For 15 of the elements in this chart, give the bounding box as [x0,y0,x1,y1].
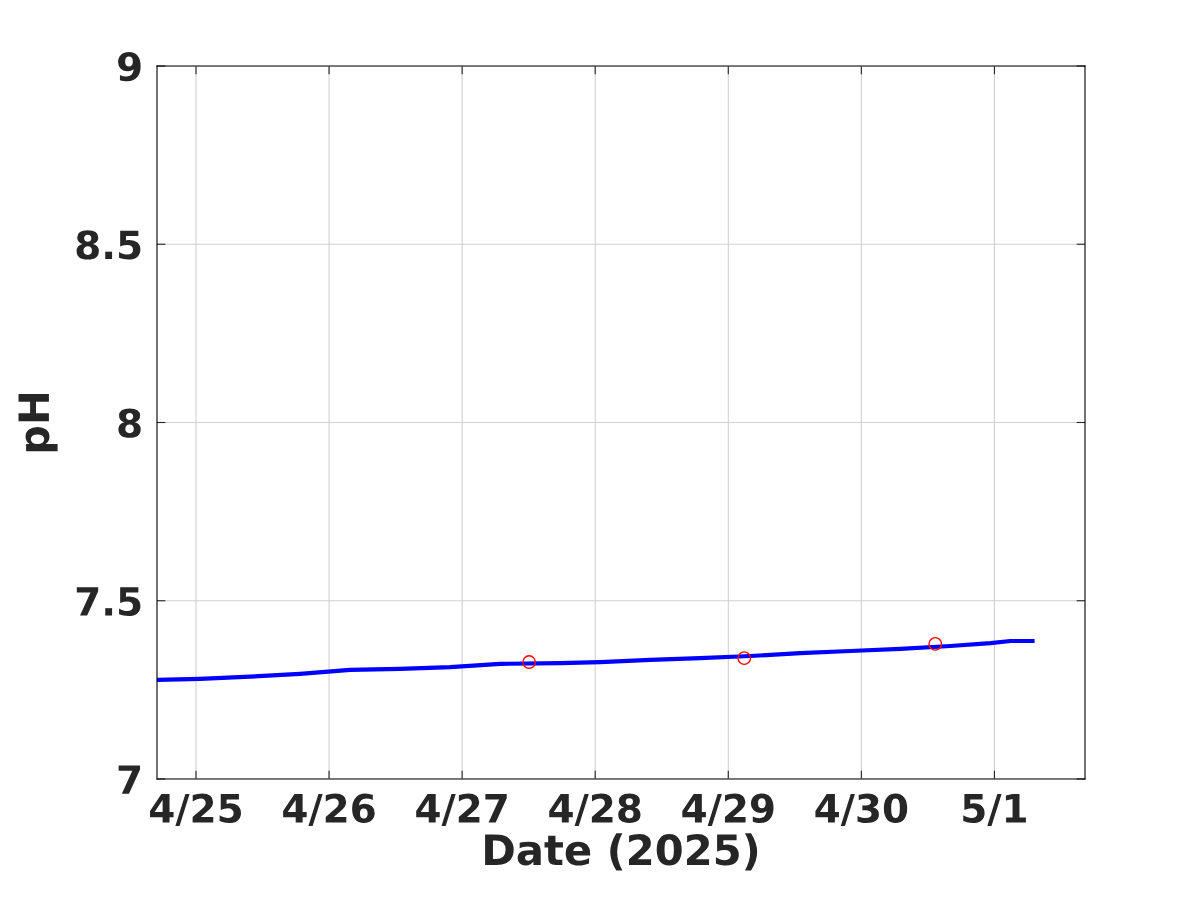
x-tick-label: 4/28 [549,793,641,827]
y-tick-label: 9 [118,51,141,82]
x-tick-label: 4/30 [815,793,908,827]
y-tick-label: 7.5 [76,587,141,617]
y-tick-label: 7 [118,765,141,794]
x-tick-label: 4/27 [416,793,507,827]
y-tick-label: 8 [118,408,141,438]
x-axis-title: Date (2025) [485,833,758,871]
line-series [157,638,1035,682]
y-tick-label: 8.5 [76,230,141,260]
x-tick-label: 4/26 [283,793,375,827]
x-tick-label: 5/1 [963,794,1026,827]
x-tick-label: 4/25 [150,793,241,827]
x-tick-label: 4/29 [682,793,774,827]
y-axis-title: pH [18,393,58,452]
